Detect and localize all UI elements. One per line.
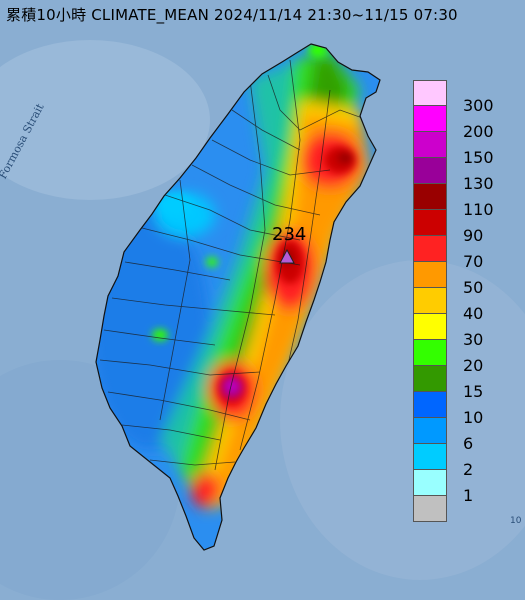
- legend-label: 6: [463, 434, 474, 453]
- legend-label: 1: [463, 486, 474, 505]
- legend-swatch: [413, 210, 447, 236]
- ocean-shade: [0, 40, 210, 200]
- legend-label: 2: [463, 460, 474, 479]
- legend-label: 130: [463, 174, 494, 193]
- legend-swatch: [413, 262, 447, 288]
- legend-swatch: [413, 496, 447, 522]
- corner-mark: 10: [510, 516, 522, 526]
- legend-swatch: [413, 184, 447, 210]
- legend-swatch: [413, 288, 447, 314]
- legend-label: 40: [463, 304, 484, 323]
- legend-swatch: [413, 470, 447, 496]
- coastline: [95, 43, 381, 551]
- legend-label: 70: [463, 252, 484, 271]
- legend-swatch: [413, 158, 447, 184]
- legend-label: 110: [463, 200, 494, 219]
- legend-label: 20: [463, 356, 484, 375]
- legend-label: 15: [463, 382, 484, 401]
- legend-swatch: [413, 236, 447, 262]
- legend-label: 200: [463, 122, 494, 141]
- max-rainfall-marker: [279, 248, 295, 264]
- ocean-shade: [280, 260, 525, 580]
- color-legend: [413, 80, 449, 522]
- legend-label: 150: [463, 148, 494, 167]
- legend-swatch: [413, 80, 447, 106]
- max-value-label: 234: [272, 224, 307, 245]
- legend-swatch: [413, 132, 447, 158]
- legend-label: 50: [463, 278, 484, 297]
- legend-swatch: [413, 106, 447, 132]
- legend-swatch: [413, 340, 447, 366]
- legend-label: 90: [463, 226, 484, 245]
- map-title: 累積10小時 CLIMATE_MEAN 2024/11/14 21:30~11/…: [6, 6, 458, 24]
- legend-label: 300: [463, 96, 494, 115]
- legend-label: 10: [463, 408, 484, 427]
- legend-swatch: [413, 366, 447, 392]
- legend-swatch: [413, 418, 447, 444]
- legend-swatch: [413, 392, 447, 418]
- legend-swatch: [413, 314, 447, 340]
- legend-label: 30: [463, 330, 484, 349]
- legend-swatch: [413, 444, 447, 470]
